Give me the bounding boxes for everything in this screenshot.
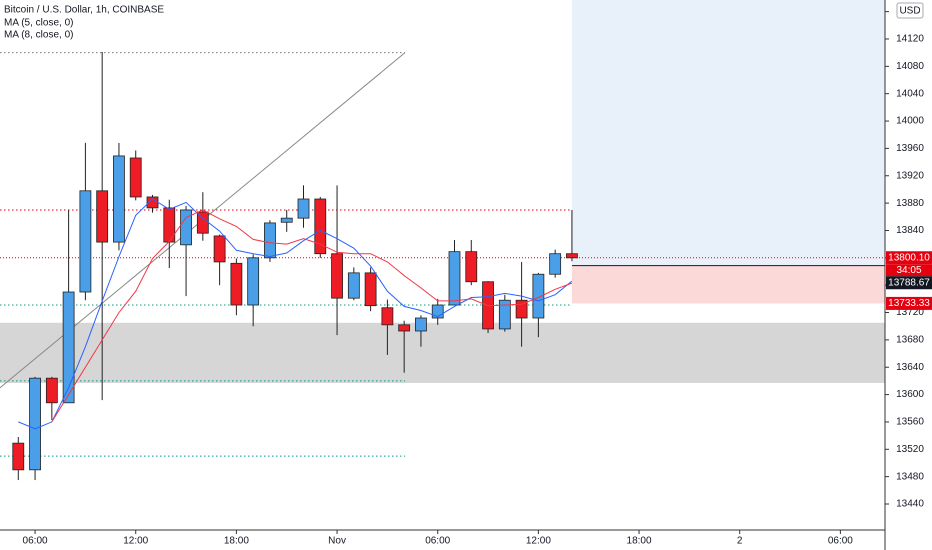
ma-line: [18, 198, 573, 430]
candle-body: [314, 198, 327, 255]
y-tick-label: 13600: [896, 389, 924, 400]
candle-body: [498, 299, 511, 330]
candle-body: [45, 377, 58, 404]
y-tick-label: 13960: [896, 143, 924, 154]
candle-body: [247, 257, 260, 306]
candle-body: [79, 190, 92, 293]
last-price-label-box: [886, 251, 932, 265]
candle-body: [515, 299, 528, 319]
x-tick-label: Nov: [328, 536, 346, 547]
stop-label-box: [886, 296, 932, 310]
x-tick-label: 18:00: [627, 536, 652, 547]
candle-body: [415, 317, 427, 332]
last-price-label: 13800.10: [888, 252, 930, 263]
y-tick-label: 13560: [896, 417, 924, 428]
countdown: 34:05: [896, 265, 921, 276]
y-tick-label: 13880: [896, 198, 924, 209]
candle-body: [431, 304, 444, 319]
y-tick-label: 14080: [896, 61, 924, 72]
candle-body: [230, 262, 243, 306]
candle-body: [96, 190, 109, 243]
candle-body: [297, 198, 310, 219]
entry-label: 13788.67: [888, 277, 930, 288]
legend-entry: MA (8, close, 0): [4, 30, 73, 41]
candle-body: [29, 377, 41, 471]
x-tick-label: 06:00: [23, 536, 48, 547]
x-tick-label: 18:00: [224, 536, 249, 547]
candle-body: [347, 272, 360, 299]
currency-badge[interactable]: [896, 2, 924, 19]
candle-body: [448, 251, 461, 306]
stop-zone: [571, 265, 885, 304]
candle-body: [213, 235, 226, 263]
target-zone: [571, 0, 885, 266]
candle-body: [180, 209, 192, 246]
y-tick-label: 13440: [896, 499, 924, 510]
candle-body: [129, 157, 142, 198]
y-tick-label: 14000: [896, 116, 924, 127]
candle-body: [331, 253, 343, 299]
y-tick-label: 13920: [896, 170, 924, 181]
candle-body: [566, 253, 578, 259]
candle-body: [280, 217, 293, 223]
x-tick-label: 12:00: [526, 536, 551, 547]
y-tick-label: 13680: [896, 335, 924, 346]
y-tick-label: 14040: [896, 88, 924, 99]
candle-body: [113, 155, 125, 243]
x-tick-label: 12:00: [123, 536, 148, 547]
candle-body: [549, 253, 562, 275]
x-tick-label: 06:00: [828, 536, 853, 547]
legend-entry: MA (5, close, 0): [4, 18, 73, 29]
entry-label-box: [886, 276, 932, 290]
y-tick-label: 13480: [896, 471, 924, 482]
candle-body: [465, 251, 478, 283]
x-tick-label: 06:00: [425, 536, 450, 547]
candle-body: [364, 272, 377, 307]
y-tick-label: 13840: [896, 225, 924, 236]
candle-body: [532, 273, 545, 319]
y-tick-label: 14120: [896, 34, 924, 45]
x-tick-label: 2: [737, 536, 743, 547]
countdown-box: [886, 264, 932, 277]
stop-label: 13733.33: [888, 298, 930, 309]
candle-body: [163, 207, 176, 243]
candle-body: [398, 324, 411, 332]
y-tick-label: 13640: [896, 362, 924, 373]
candle-body: [264, 222, 276, 259]
plot-area: [0, 0, 885, 481]
currency-label[interactable]: USD: [899, 6, 920, 17]
candle-body: [381, 307, 394, 326]
ma-line: [51, 209, 573, 423]
chart-title: Bitcoin / U.S. Dollar, 1h, COINBASE: [4, 5, 164, 16]
y-tick-label: 13520: [896, 444, 924, 455]
zone: [0, 322, 885, 383]
candle-body: [12, 442, 25, 471]
axes: 13440 13480 13520 13560 13600 13640 13680 13720…: [23, 6, 932, 547]
y-tick-label: 13720: [896, 307, 924, 318]
candle-body: [62, 291, 75, 404]
